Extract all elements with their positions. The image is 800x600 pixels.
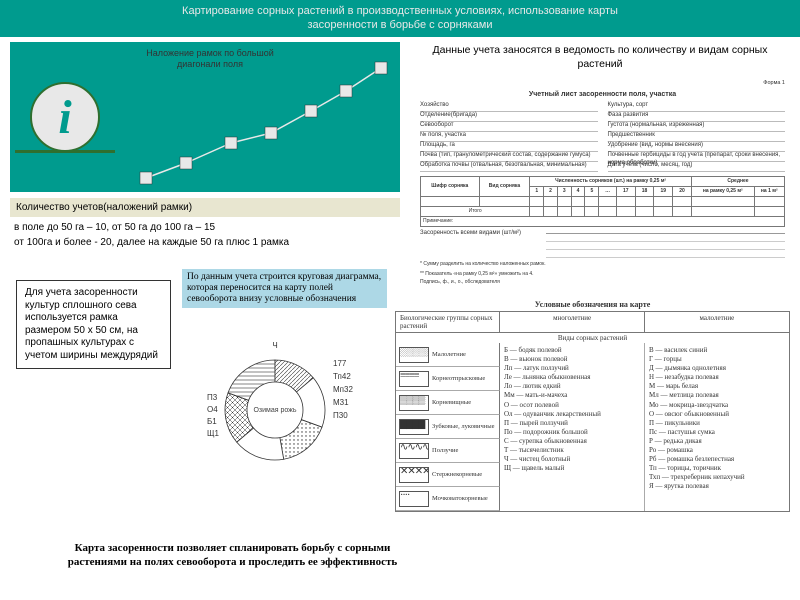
bio-group-row: ✕✕✕✕Стержнекорневые: [396, 463, 500, 487]
svg-text:О4: О4: [207, 405, 218, 414]
bio-group-row: ▒▒▒▒Корневищные: [396, 391, 500, 415]
svg-text:Б1: Б1: [207, 417, 217, 426]
bio-group-row: ∿∿∿∿Ползучие: [396, 439, 500, 463]
legend-title: Условные обозначения на карте: [395, 300, 790, 309]
info-underline: [15, 150, 115, 153]
header-line1: Картирование сорных растений в производс…: [8, 4, 792, 18]
diagonal-scheme: [110, 57, 390, 187]
bio-group-row: ····Мочковатокорневые: [396, 487, 500, 511]
frame-size-note: Для учета засоренности культур сплошного…: [16, 280, 171, 369]
svg-text:177: 177: [333, 359, 347, 368]
conclusion-text: Карта засоренности позволяет спланироват…: [60, 542, 405, 570]
svg-text:Тп42: Тп42: [333, 372, 351, 381]
bio-group-row: ░░░░░Малолетние: [396, 343, 500, 367]
bio-group-row: ≡≡≡≡Корнеотпрысковые: [396, 367, 500, 391]
map-legend: Условные обозначения на карте Биологичес…: [395, 300, 790, 580]
info-icon: i: [30, 82, 100, 152]
bio-group-row: ████Зубковые, луковичные: [396, 415, 500, 439]
header-line2: засоренности в борьбе с сорняками: [8, 18, 792, 32]
count-box: Количество учетов(наложений рамки): [10, 198, 400, 217]
page-header: Картирование сорных растений в производс…: [0, 0, 800, 37]
diagram-note: По данным учета строится круговая диагра…: [182, 269, 387, 308]
form-number: Форма 1: [420, 80, 785, 87]
svg-text:М31: М31: [333, 398, 349, 407]
ledger-intro-text: Данные учета заносятся в ведомость по ко…: [420, 44, 780, 71]
pie-chart: Озимая рожь 177 Тп42 Мп32 М31 П30 П3 О4 Б1 Щ1 Ч: [200, 330, 370, 480]
svg-text:Щ1: Щ1: [207, 429, 220, 438]
count-line2: в поле до 50 га – 10, от 50 га до 100 га…: [14, 222, 404, 233]
form-fields: ХозяйствоОтделение(бригада)Севооборот№ п…: [420, 102, 785, 172]
svg-text:Ч: Ч: [272, 341, 277, 350]
svg-text:П3: П3: [207, 393, 218, 402]
svg-text:Мп32: Мп32: [333, 385, 353, 394]
svg-text:П30: П30: [333, 411, 348, 420]
accounting-form: Форма 1 Учетный лист засоренности поля, …: [420, 80, 785, 290]
svg-text:Озимая рожь: Озимая рожь: [253, 407, 296, 414]
count-line3: от 100га и более - 20, далее на каждые 5…: [14, 237, 404, 248]
diagonal-scheme-panel: i Наложение рамок по большой диагонали п…: [10, 42, 400, 192]
form-title: Учетный лист засоренности поля, участка: [420, 90, 785, 99]
form-table: Шифр сорняка Вид сорняка Численность сор…: [420, 176, 785, 227]
